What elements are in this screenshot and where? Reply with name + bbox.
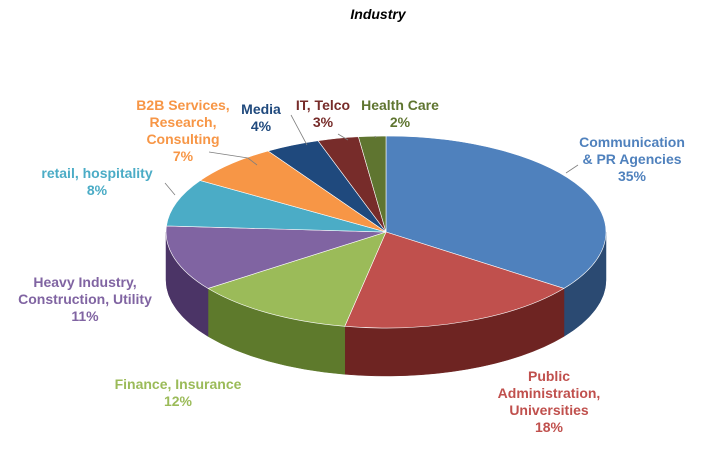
label-percent: 3% bbox=[313, 114, 334, 130]
slice-communication-pr-agencies bbox=[385, 135, 607, 289]
label-b2b-services-research-consulting: B2B Services, Research, Consulting 7% bbox=[136, 97, 229, 164]
slice-public-administration-universities bbox=[344, 231, 565, 329]
label-finance-insurance: Finance, Insurance 12% bbox=[115, 376, 242, 409]
leader-line-media bbox=[290, 114, 308, 146]
label-media: Media 4% bbox=[241, 101, 281, 134]
leader-line-communication-pr-agencies bbox=[565, 164, 579, 174]
label-line: B2B Services, bbox=[136, 97, 229, 113]
chart-title: Industry bbox=[350, 6, 406, 22]
label-line: IT, Telco bbox=[296, 97, 350, 113]
leader-line-b2b-services-research-consulting bbox=[208, 151, 258, 166]
label-percent: 8% bbox=[87, 182, 108, 198]
label-health-care: Health Care 2% bbox=[361, 97, 439, 130]
slice-finance-insurance bbox=[207, 231, 387, 327]
slice-retail-hospitality bbox=[166, 180, 387, 233]
label-percent: 35% bbox=[618, 168, 647, 184]
label-communication-pr-agencies: Communication & PR Agencies 35% bbox=[579, 134, 685, 184]
pie-tops bbox=[165, 135, 607, 329]
slice-health-care bbox=[358, 135, 387, 233]
label-line: Heavy Industry, bbox=[33, 274, 136, 290]
label-percent: 2% bbox=[390, 114, 411, 130]
slice-labels: Communication & PR Agencies 35% Public Admin… bbox=[18, 97, 685, 435]
leader-line-retail-hospitality bbox=[164, 182, 176, 196]
label-line: Finance, Insurance bbox=[115, 376, 242, 392]
leader-line-it-telco bbox=[337, 133, 349, 141]
label-public-administration-universities: Public Administration, Universities 18% bbox=[498, 368, 601, 435]
label-line: Communication bbox=[579, 134, 685, 150]
label-line: Health Care bbox=[361, 97, 439, 113]
label-percent: 12% bbox=[164, 393, 193, 409]
leader-line-health-care bbox=[374, 135, 377, 139]
label-percent: 7% bbox=[173, 148, 194, 164]
label-line: Universities bbox=[509, 402, 589, 418]
label-line: Public bbox=[528, 368, 570, 384]
label-line: retail, hospitality bbox=[41, 165, 152, 181]
label-percent: 11% bbox=[71, 308, 99, 324]
label-line: Research, bbox=[150, 114, 217, 130]
label-line: Construction, Utility bbox=[18, 291, 152, 307]
label-line: Media bbox=[241, 101, 281, 117]
label-percent: 4% bbox=[251, 118, 272, 134]
label-line: Administration, bbox=[498, 385, 601, 401]
label-line: & PR Agencies bbox=[582, 151, 681, 167]
slice-heavy-industry-construction-utility bbox=[165, 225, 387, 289]
label-line: Consulting bbox=[146, 131, 219, 147]
leader-lines bbox=[164, 114, 579, 196]
label-retail-hospitality: retail, hospitality 8% bbox=[41, 165, 152, 198]
label-it-telco: IT, Telco 3% bbox=[296, 97, 350, 130]
pie-sides bbox=[165, 231, 607, 377]
label-heavy-industry-construction-utility: Heavy Industry, Construction, Utility 11% bbox=[18, 274, 152, 324]
label-percent: 18% bbox=[535, 419, 564, 435]
